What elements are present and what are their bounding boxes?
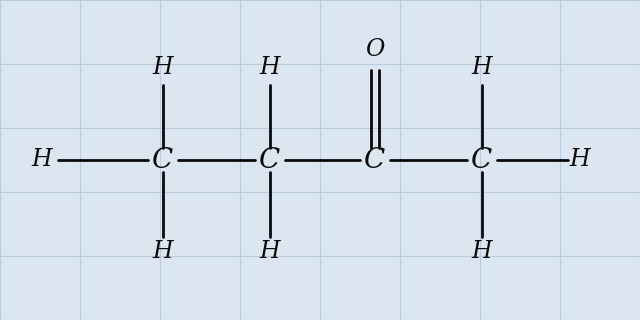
Text: H: H: [153, 241, 173, 263]
Text: H: H: [472, 57, 492, 79]
Text: O: O: [365, 38, 385, 61]
Text: H: H: [260, 241, 280, 263]
Text: C: C: [259, 147, 280, 173]
Text: H: H: [260, 57, 280, 79]
Text: H: H: [472, 241, 492, 263]
Text: H: H: [32, 148, 52, 172]
Text: H: H: [153, 57, 173, 79]
Text: C: C: [364, 147, 386, 173]
Text: H: H: [570, 148, 590, 172]
Text: C: C: [472, 147, 493, 173]
Text: C: C: [152, 147, 173, 173]
